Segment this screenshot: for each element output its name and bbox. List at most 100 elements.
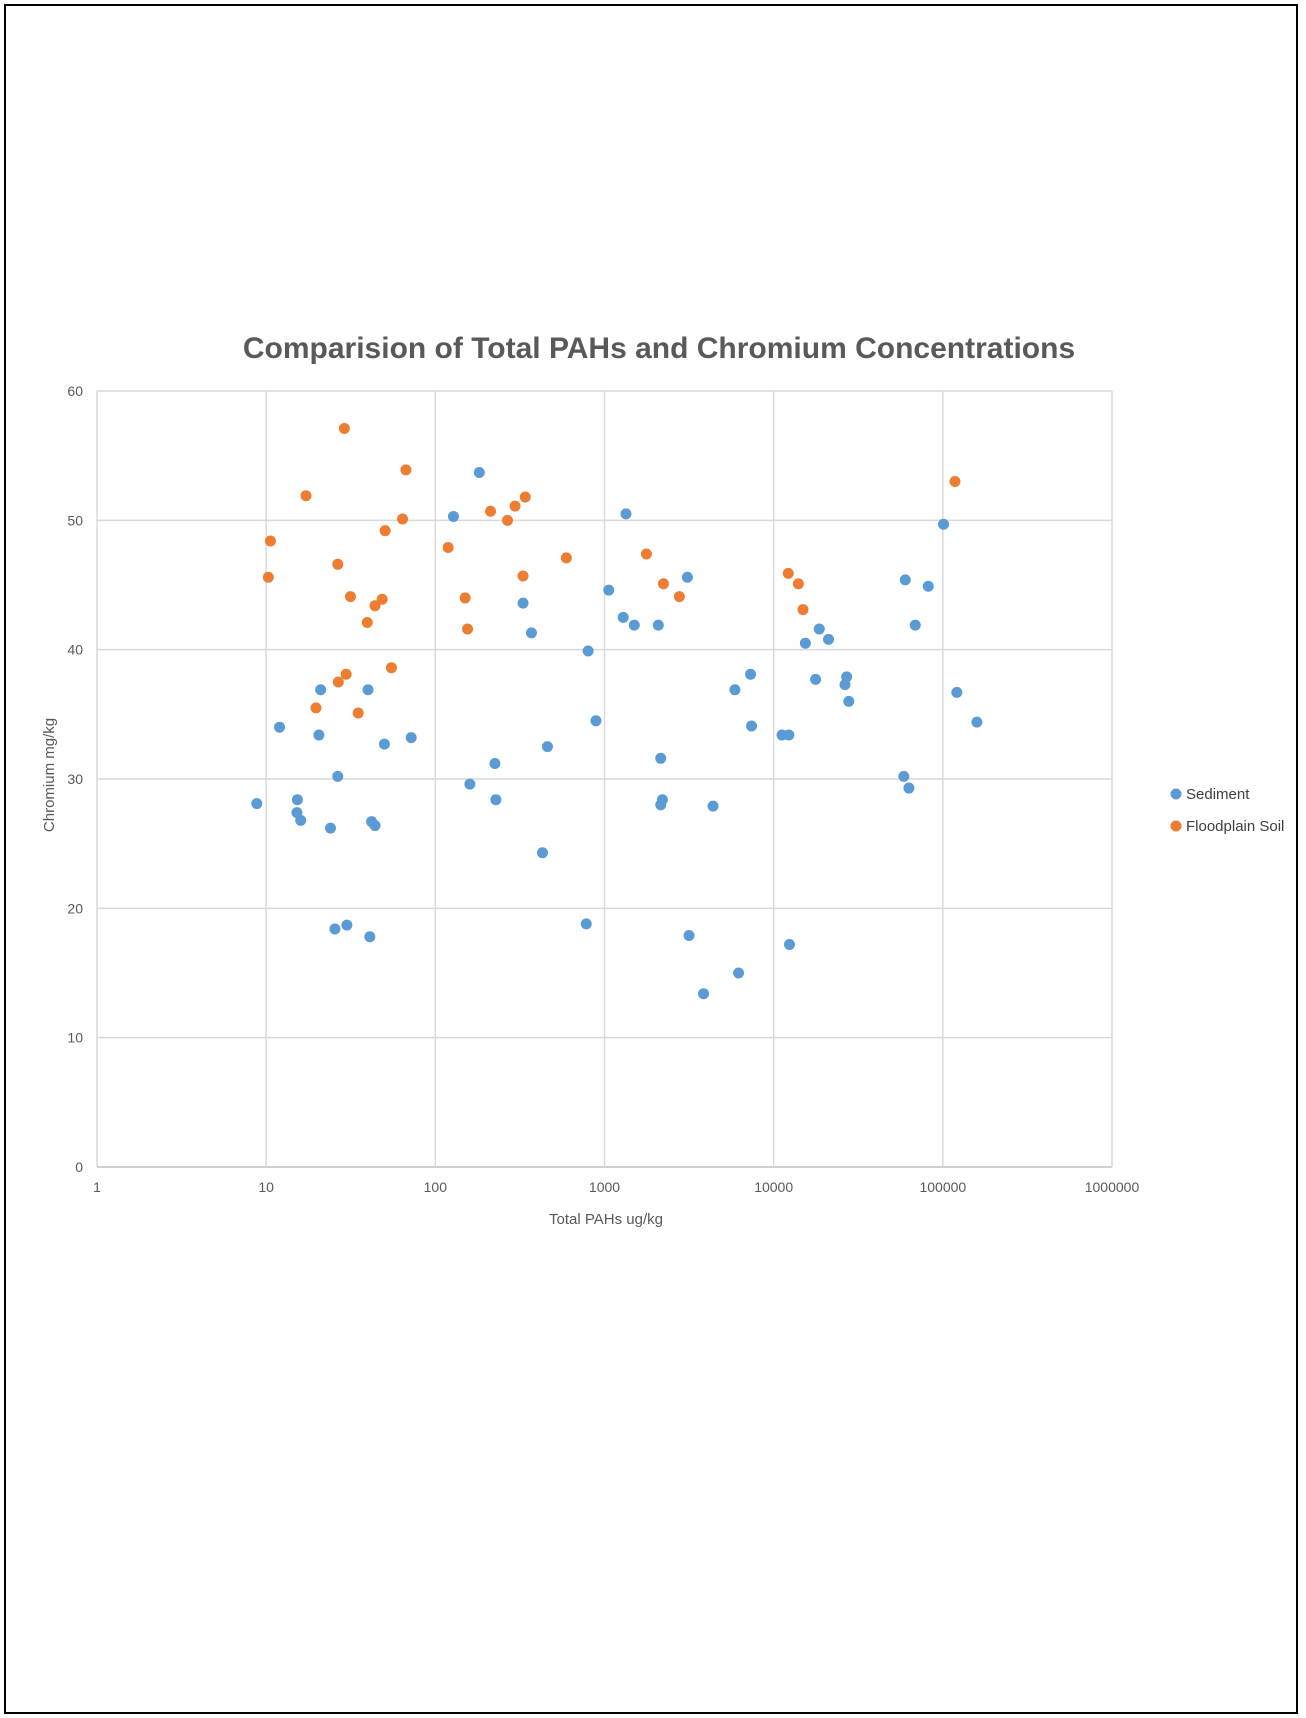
sediment-point: [525, 627, 537, 639]
floodplain-soil-point: [949, 476, 961, 488]
sediment-point: [580, 918, 592, 930]
sediment-point: [938, 518, 950, 530]
floodplain-soil-point: [352, 707, 364, 719]
x-tick-label: 1000: [589, 1179, 620, 1195]
floodplain-soil-point: [369, 600, 381, 612]
sediment-point: [628, 619, 640, 631]
floodplain-soil-point: [332, 676, 344, 688]
sediment-point: [733, 967, 745, 979]
sediment-point: [313, 729, 325, 741]
floodplain-soil-point: [462, 623, 474, 635]
x-tick-label: 10000: [754, 1179, 793, 1195]
floodplain-soil-point: [673, 591, 685, 603]
sediment-point: [295, 814, 307, 826]
floodplain-soil-point: [657, 578, 669, 590]
sediment-point: [369, 820, 381, 832]
sediment-point: [783, 939, 795, 951]
sediment-point: [746, 720, 758, 732]
grid-lines: [96, 390, 1113, 1168]
sediment-point: [813, 623, 825, 635]
floodplain-soil-point: [517, 570, 529, 582]
sediment-point: [324, 822, 336, 834]
y-tick-label: 60: [67, 383, 83, 399]
y-tick-label: 30: [67, 771, 83, 787]
sediment-point: [683, 929, 695, 941]
legend-sediment-label: Sediment: [1186, 786, 1250, 803]
sediment-point: [329, 923, 341, 935]
legend: Sediment Floodplain Soil: [1170, 786, 1284, 835]
sediment-point: [951, 686, 963, 698]
y-tick-labels: 0 10 20 30 40 50 60: [67, 383, 83, 1175]
x-tick-label: 1: [93, 1179, 101, 1195]
sediment-point: [656, 794, 668, 806]
x-tick-label: 100: [424, 1179, 448, 1195]
sediment-point: [603, 584, 615, 596]
floodplain-soil-point: [485, 505, 497, 517]
floodplain-soil-point: [338, 423, 350, 435]
floodplain-soil-point: [400, 464, 412, 476]
sediment-point: [617, 611, 629, 623]
x-tick-labels: 1 10 100 1000 10000 100000 1000000: [93, 1179, 1139, 1195]
y-axis-title: Chromium mg/kg: [41, 718, 58, 832]
sediment-point: [405, 732, 417, 744]
floodplain-soil-point: [782, 567, 794, 579]
floodplain-soil-point: [310, 702, 322, 714]
y-tick-label: 20: [67, 900, 83, 916]
y-tick-label: 50: [67, 512, 83, 528]
legend-floodplain-soil-label: Floodplain Soil: [1186, 818, 1284, 835]
chart-title: Comparision of Total PAHs and Chromium C…: [243, 332, 1075, 365]
floodplain-soil-point: [459, 592, 471, 604]
floodplain-soil-point: [262, 571, 274, 583]
sediment-point: [464, 778, 476, 790]
sediment-point: [291, 794, 303, 806]
sediment-point: [909, 619, 921, 631]
floodplain-soil-point: [344, 591, 356, 603]
sediment-point: [899, 574, 911, 586]
floodplain-soil-point: [797, 604, 809, 616]
floodplain-soil-point: [640, 548, 652, 560]
floodplain-soil-point: [264, 535, 276, 547]
sediment-point: [783, 729, 795, 741]
floodplain-soil-point: [501, 514, 513, 526]
data-points: [251, 423, 983, 1000]
x-tick-label: 1000000: [1085, 1179, 1140, 1195]
sediment-point: [652, 619, 664, 631]
x-tick-label: 10: [258, 1179, 274, 1195]
sediment-point: [707, 800, 719, 812]
x-axis-title: Total PAHs ug/kg: [549, 1211, 663, 1228]
sediment-point: [364, 931, 376, 943]
sediment-point: [729, 684, 741, 696]
legend-floodplain-soil-marker: [1170, 820, 1182, 832]
floodplain-soil-point: [385, 662, 397, 674]
floodplain-soil-point: [792, 578, 804, 590]
floodplain-soil-point: [361, 617, 373, 629]
sediment-point: [922, 580, 934, 592]
floodplain-soil-point: [519, 491, 531, 503]
sediment-point: [447, 510, 459, 522]
sediment-point: [274, 721, 286, 733]
sediment-point: [843, 695, 855, 707]
sediment-point: [898, 770, 910, 782]
sediment-point: [315, 684, 327, 696]
sediment-point: [655, 752, 667, 764]
sediment-point: [823, 633, 835, 645]
y-tick-label: 10: [67, 1030, 83, 1046]
sediment-point: [810, 673, 822, 685]
sediment-point: [251, 798, 263, 810]
sediment-point: [332, 770, 344, 782]
sediment-point: [362, 684, 374, 696]
legend-sediment-marker: [1170, 788, 1182, 800]
floodplain-soil-point: [340, 668, 352, 680]
sediment-point: [473, 466, 485, 478]
y-tick-label: 40: [67, 642, 83, 658]
sediment-point: [681, 571, 693, 583]
sediment-point: [582, 645, 594, 657]
sediment-point: [590, 715, 602, 727]
floodplain-soil-point: [379, 525, 391, 537]
floodplain-soil-point: [397, 513, 409, 525]
sediment-point: [971, 716, 983, 728]
sediment-point: [536, 847, 548, 859]
sediment-point: [903, 782, 915, 794]
sediment-point: [490, 794, 502, 806]
